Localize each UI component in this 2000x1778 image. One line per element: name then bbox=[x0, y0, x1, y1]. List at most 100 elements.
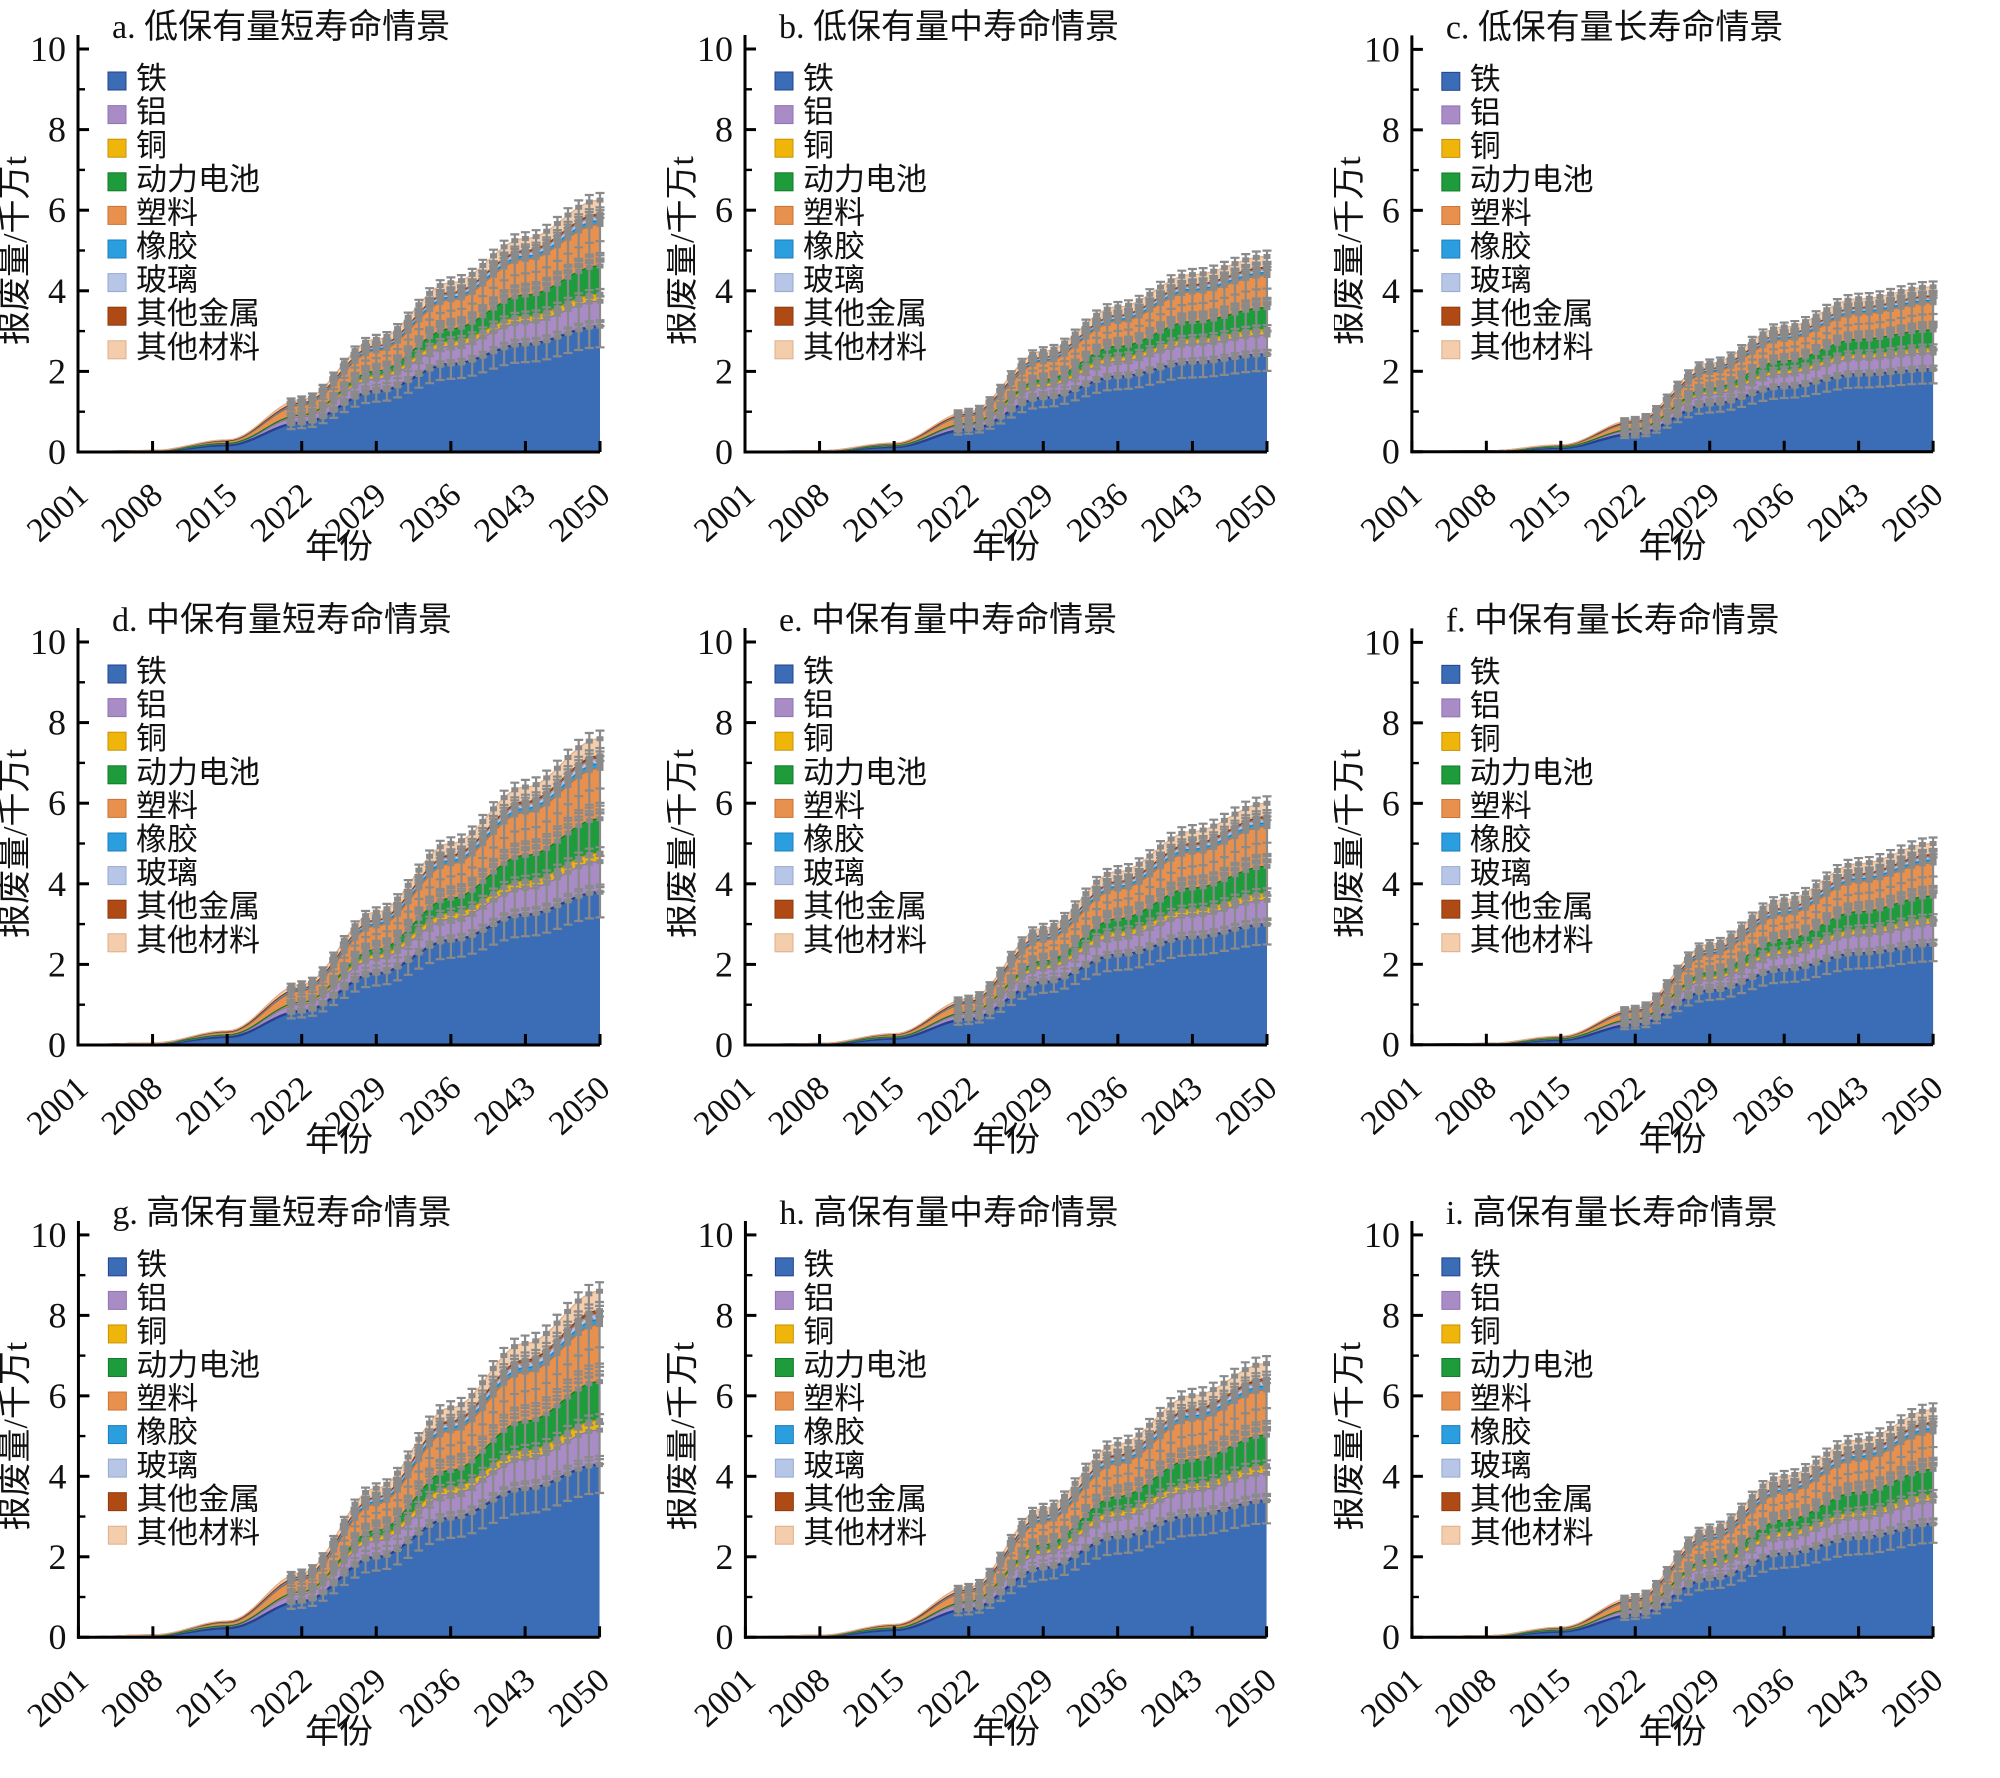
legend-label-5: 橡胶 bbox=[136, 822, 198, 857]
x-tick-label: 2015 bbox=[1503, 1069, 1578, 1142]
chart-panel-i: 0 2 4 6 8 10 2001 2008 2015 2022 2029 2036 2043 2050 年… bbox=[1334, 1186, 2000, 1778]
y-tick-label: 4 bbox=[1382, 864, 1400, 904]
legend-label-5: 橡胶 bbox=[803, 822, 865, 857]
legend-swatch-2 bbox=[1441, 138, 1461, 158]
x-tick-label: 2043 bbox=[1801, 1662, 1876, 1735]
band-8 bbox=[1411, 843, 1934, 1045]
chart-title: b. 低保有量中寿命情景 bbox=[779, 8, 1119, 46]
band-0 bbox=[745, 354, 1267, 452]
legend-swatch-2 bbox=[1441, 1324, 1461, 1344]
legend-swatch-0 bbox=[1441, 1257, 1461, 1277]
x-axis-label: 年份 bbox=[305, 1713, 373, 1751]
legend-label-1: 铝 bbox=[1470, 1280, 1501, 1315]
legend-label-4: 塑料 bbox=[1470, 1381, 1532, 1416]
legend-label-3: 动力电池 bbox=[136, 1347, 260, 1382]
legend-label-2: 铜 bbox=[136, 1314, 167, 1349]
legend-label-8: 其他材料 bbox=[803, 1515, 927, 1550]
y-tick-label: 4 bbox=[715, 864, 733, 904]
legend-swatch-6 bbox=[107, 273, 127, 293]
legend-label-1: 铝 bbox=[136, 95, 167, 130]
y-tick-label: 6 bbox=[715, 1376, 733, 1416]
legend-swatch-1 bbox=[107, 1290, 127, 1310]
chart-panel-g: 0 2 4 6 8 10 2001 2008 2015 2022 2029 2036 2043 2050 年… bbox=[0, 1186, 667, 1778]
legend-label-8: 其他材料 bbox=[1470, 923, 1594, 958]
error-bar-markers bbox=[1621, 840, 1937, 1028]
legend-swatch-7 bbox=[107, 1492, 127, 1512]
x-axis-label: 年份 bbox=[305, 1121, 373, 1159]
chart-title: g. 高保有量短寿命情景 bbox=[112, 1194, 451, 1232]
error-bar-markers bbox=[287, 197, 604, 427]
legend-label-8: 其他材料 bbox=[803, 330, 927, 365]
x-tick-label: 2036 bbox=[1726, 1662, 1801, 1735]
legend-label-8: 其他材料 bbox=[136, 330, 260, 365]
legend-label-4: 塑料 bbox=[136, 788, 198, 823]
y-tick-label: 0 bbox=[1382, 1617, 1400, 1657]
y-tick-label: 4 bbox=[1382, 271, 1400, 311]
y-axis-label: 报废量/千万t bbox=[667, 156, 701, 345]
x-tick-label: 2036 bbox=[393, 476, 468, 549]
legend-label-6: 玻璃 bbox=[803, 856, 865, 891]
x-tick-label: 2036 bbox=[393, 1662, 468, 1735]
error-bar-markers bbox=[954, 254, 1271, 433]
legend-label-0: 铁 bbox=[1470, 1247, 1501, 1282]
legend-swatch-0 bbox=[107, 1257, 127, 1277]
legend-label-6: 玻璃 bbox=[136, 263, 198, 298]
legend-label-7: 其他金属 bbox=[803, 296, 927, 331]
y-tick-label: 2 bbox=[48, 1537, 66, 1577]
x-tick-label: 2036 bbox=[1726, 1069, 1801, 1142]
x-tick-label: 2008 bbox=[95, 1662, 170, 1735]
y-tick-label: 10 bbox=[1364, 1215, 1400, 1255]
chart-panel-e: 0 2 4 6 8 10 2001 2008 2015 2022 2029 2036 2043 2050 年… bbox=[667, 593, 1334, 1186]
x-tick-label: 2001 bbox=[1354, 1069, 1429, 1142]
x-tick-label: 2015 bbox=[1503, 1662, 1578, 1735]
x-tick-label: 2001 bbox=[20, 1069, 95, 1142]
y-tick-label: 6 bbox=[715, 783, 733, 823]
y-tick-label: 2 bbox=[1382, 1537, 1400, 1577]
band-0 bbox=[1411, 944, 1934, 1045]
x-tick-label: 2015 bbox=[169, 1069, 244, 1142]
error-bars bbox=[953, 249, 1272, 436]
y-tick-label: 0 bbox=[48, 432, 66, 472]
y-axis-label: 报废量/千万t bbox=[1334, 156, 1368, 345]
x-tick-label: 2050 bbox=[1875, 1069, 1950, 1142]
legend-label-3: 动力电池 bbox=[1470, 162, 1594, 197]
legend-swatch-2 bbox=[107, 138, 127, 158]
y-axis-label: 报废量/千万t bbox=[0, 749, 34, 938]
legend-swatch-4 bbox=[1441, 206, 1461, 226]
legend-label-2: 铜 bbox=[136, 721, 167, 756]
legend-label-0: 铁 bbox=[803, 61, 834, 96]
legend-swatch-6 bbox=[1441, 1458, 1461, 1478]
legend-label-8: 其他材料 bbox=[136, 923, 260, 958]
x-tick-label: 2008 bbox=[762, 1662, 837, 1735]
legend-label-2: 铜 bbox=[1470, 721, 1501, 756]
y-tick-label: 4 bbox=[48, 864, 66, 904]
legend-label-7: 其他金属 bbox=[1470, 1482, 1594, 1517]
legend-label-4: 塑料 bbox=[803, 195, 865, 230]
x-tick-label: 2015 bbox=[836, 1662, 911, 1735]
chart-panel-d: 0 2 4 6 8 10 2001 2008 2015 2022 2029 2036 2043 2050 年… bbox=[0, 593, 667, 1186]
chart-panel-c: 0 2 4 6 8 10 2001 2008 2015 2022 2029 2036 2043 2050 年… bbox=[1334, 0, 2000, 593]
legend-swatch-0 bbox=[774, 1257, 794, 1277]
x-tick-label: 2008 bbox=[95, 476, 170, 549]
x-tick-label: 2050 bbox=[1209, 1662, 1284, 1735]
error-bar-markers bbox=[1621, 1407, 1937, 1619]
y-tick-label: 6 bbox=[48, 1376, 66, 1416]
y-tick-label: 4 bbox=[48, 271, 66, 311]
y-axis-label: 报废量/千万t bbox=[0, 156, 34, 345]
legend-label-1: 铝 bbox=[803, 1280, 834, 1315]
y-tick-label: 6 bbox=[1382, 1376, 1400, 1416]
legend-label-8: 其他材料 bbox=[136, 1515, 260, 1550]
band-0 bbox=[745, 924, 1267, 1045]
y-tick-label: 0 bbox=[715, 1617, 733, 1657]
legend-label-6: 玻璃 bbox=[136, 1448, 198, 1483]
error-bar-markers bbox=[287, 736, 604, 1015]
x-tick-label: 2015 bbox=[836, 1069, 911, 1142]
y-tick-label: 2 bbox=[48, 944, 66, 984]
